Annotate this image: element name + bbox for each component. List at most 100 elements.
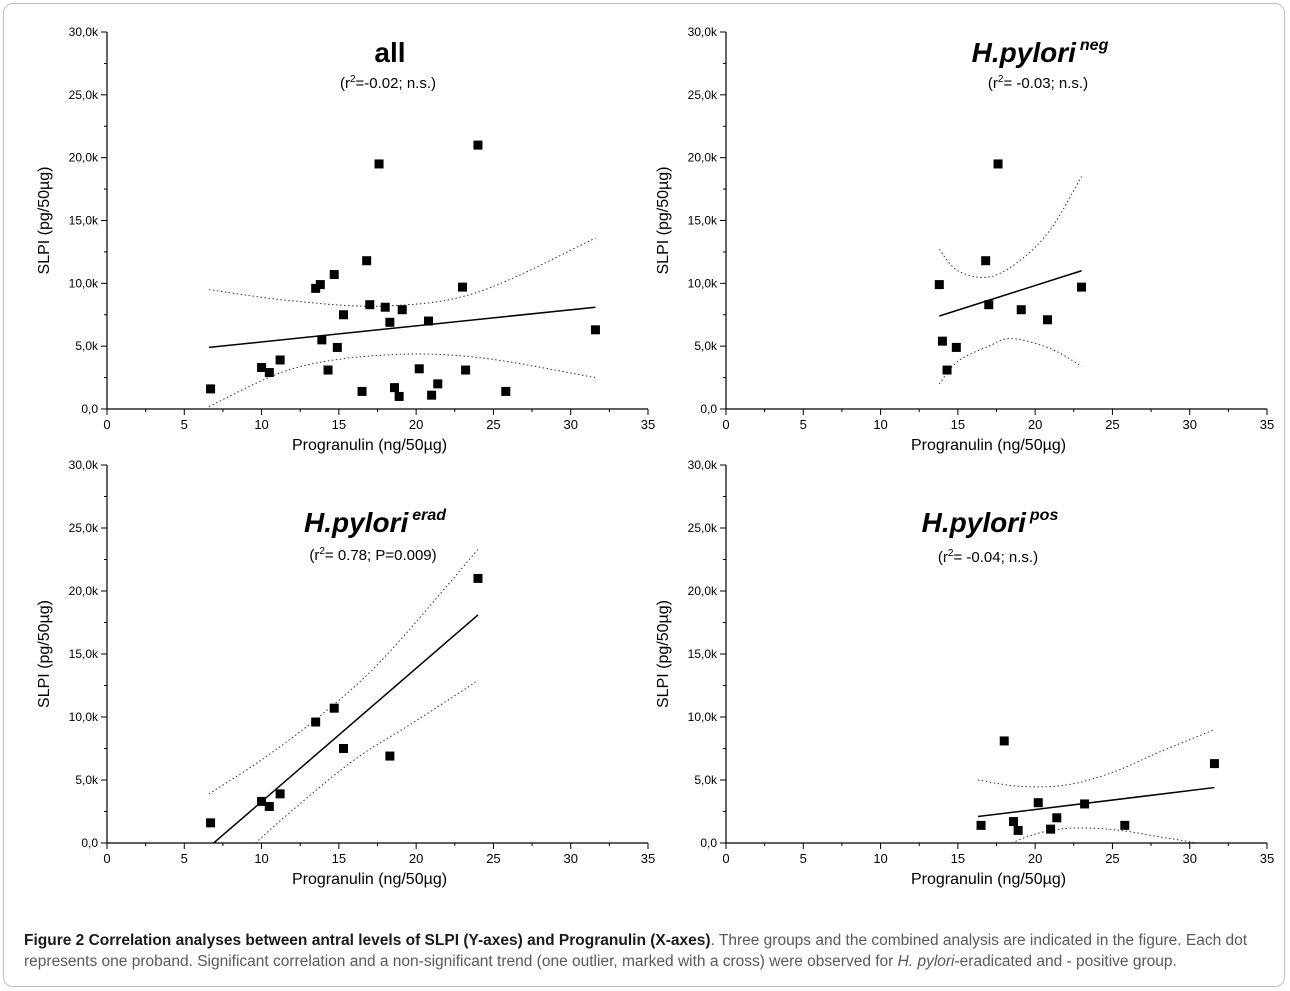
y-tick-label: 20,0k (688, 584, 718, 598)
y-tick-label: 20,0k (69, 584, 99, 598)
x-tick-label: 15 (951, 851, 965, 866)
x-tick-label: 25 (1105, 851, 1119, 866)
x-tick-label: 25 (486, 417, 500, 432)
x-tick-label: 25 (486, 851, 500, 866)
panel-title-text: H.pylori (972, 37, 1077, 68)
x-tick-label: 30 (563, 851, 577, 866)
y-tick-label: 10,0k (688, 710, 718, 724)
data-point (275, 789, 285, 799)
data-point (365, 300, 375, 310)
regression-line (977, 786, 1215, 818)
data-point (458, 282, 468, 292)
subtitle-pre: (r (309, 547, 319, 564)
y-tick-label: 10,0k (69, 710, 99, 724)
data-point (1013, 825, 1023, 835)
y-tick-label: 10,0k (69, 276, 99, 290)
data-point (362, 256, 372, 266)
data-point (397, 305, 407, 315)
panel-title: H.pylori pos (922, 507, 1059, 538)
data-point (264, 801, 274, 811)
plot-panel-all: 0,0 5,0k 10,0k 15,0k 20,0k 25,0k 30,0k 0 5 10 15 20… (36, 25, 655, 454)
data-point (374, 159, 384, 169)
x-axis-label: Progranulin (ng/50µg) (292, 437, 447, 454)
data-point (338, 310, 348, 320)
x-tick-label: 20 (409, 851, 423, 866)
data-point (1052, 813, 1062, 823)
x-tick-label: 0 (722, 851, 729, 866)
panel-title-superscript: pos (1029, 507, 1059, 524)
data-point (993, 159, 1003, 169)
data-point (1209, 759, 1219, 769)
data-point (206, 818, 216, 828)
subtitle-superscript: 2 (319, 546, 325, 557)
y-tick-label: 20,0k (69, 151, 99, 165)
subtitle-superscript: 2 (350, 74, 356, 85)
data-point (942, 365, 952, 375)
confidence-band-lower (1011, 827, 1198, 843)
y-tick-label: 0,0 (81, 402, 98, 416)
x-tick-label: 5 (181, 851, 188, 866)
confidence-band-upper (938, 176, 1082, 278)
data-point (1009, 817, 1019, 827)
data-point (317, 335, 327, 345)
y-tick-label: 0,0 (700, 402, 717, 416)
data-point (473, 140, 483, 150)
subtitle-superscript: 2 (998, 74, 1004, 85)
x-axis-label: Progranulin (ng/50µg) (292, 871, 447, 888)
caption-text-1: . Three groups and the combined analysis… (24, 932, 1248, 970)
y-axis-label: SLPI (pg/50µg) (36, 600, 53, 708)
y-axis-label: SLPI (pg/50µg) (36, 167, 53, 275)
data-point (329, 703, 339, 713)
x-tick-label: 30 (1182, 417, 1196, 432)
data-point (984, 300, 994, 310)
panel-title-text: H.pylori (922, 507, 1027, 538)
panel-subtitle: (r2= 0.78; P=0.009) (309, 546, 436, 564)
caption-italic-species: H. pylori (897, 953, 955, 970)
caption-label: Figure 2 Correlation analyses between an… (24, 932, 711, 949)
x-tick-label: 0 (103, 417, 110, 432)
y-tick-label: 0,0 (81, 836, 98, 850)
y-tick-label: 5,0k (694, 773, 718, 787)
confidence-band-upper (977, 729, 1215, 788)
y-tick-label: 25,0k (69, 521, 99, 535)
confidence-band-lower (938, 338, 1082, 385)
x-tick-label: 20 (1028, 417, 1042, 432)
data-point (1033, 798, 1043, 808)
y-tick-label: 30,0k (69, 25, 99, 39)
data-point (1077, 282, 1087, 292)
panel-subtitle: (r2=-0.02; n.s.) (340, 74, 436, 92)
data-point (385, 751, 395, 761)
x-tick-label: 15 (332, 417, 346, 432)
regression-line (213, 614, 479, 843)
data-point (275, 355, 285, 365)
data-point (999, 736, 1009, 746)
y-tick-label: 20,0k (688, 151, 718, 165)
y-tick-label: 15,0k (688, 647, 718, 661)
panel-title-text: all (374, 37, 405, 68)
panel-subtitle: (r2= -0.03; n.s.) (988, 74, 1088, 92)
data-point (1080, 799, 1090, 809)
data-point (414, 364, 424, 374)
panel-subtitle: (r2= -0.04; n.s.) (938, 548, 1038, 566)
data-point (976, 820, 986, 830)
data-point (315, 280, 325, 290)
data-point (461, 365, 471, 375)
subtitle-post: =-0.02; n.s.) (356, 75, 436, 92)
data-point (394, 391, 404, 401)
y-tick-label: 0,0 (700, 836, 717, 850)
y-tick-label: 25,0k (69, 88, 99, 102)
subtitle-pre: (r (340, 75, 350, 92)
data-point (1046, 824, 1056, 834)
x-tick-label: 20 (409, 417, 423, 432)
figure-caption: Figure 2 Correlation analyses between an… (24, 930, 1269, 972)
data-point (390, 383, 400, 393)
plot-panel-pos: 0,0 5,0k 10,0k 15,0k 20,0k 25,0k 30,0k 0 5 10 15 20… (655, 458, 1274, 888)
panel-title-superscript: neg (1080, 37, 1109, 54)
data-point (1043, 315, 1053, 325)
data-point (424, 316, 434, 326)
panel-title-superscript: erad (412, 507, 447, 524)
y-tick-label: 15,0k (69, 214, 99, 228)
x-tick-label: 0 (103, 851, 110, 866)
x-tick-label: 35 (641, 417, 655, 432)
y-tick-label: 25,0k (688, 521, 718, 535)
